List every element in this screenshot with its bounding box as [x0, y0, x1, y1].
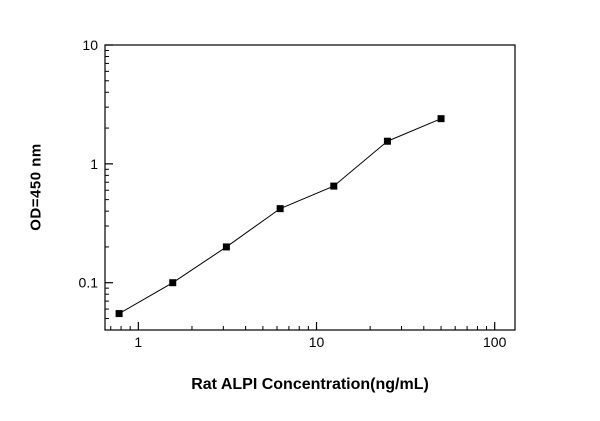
y-axis-label: OD=450 nm: [27, 143, 45, 231]
data-point-marker: [115, 310, 123, 318]
data-point-marker: [437, 115, 445, 123]
data-point-marker: [169, 279, 177, 287]
y-tick-label: 1: [90, 156, 98, 172]
x-tick-label: 1: [134, 334, 142, 350]
x-axis-label: Rat ALPI Concentration(ng/mL): [191, 376, 429, 393]
data-point-marker: [330, 182, 338, 190]
x-tick-label: 10: [309, 334, 325, 350]
y-tick-label: 0.1: [79, 275, 99, 291]
y-tick-label: 10: [82, 37, 98, 53]
data-point-marker: [222, 243, 230, 251]
data-point-marker: [383, 137, 391, 145]
x-tick-label: 100: [483, 334, 507, 350]
data-point-marker: [276, 205, 284, 213]
